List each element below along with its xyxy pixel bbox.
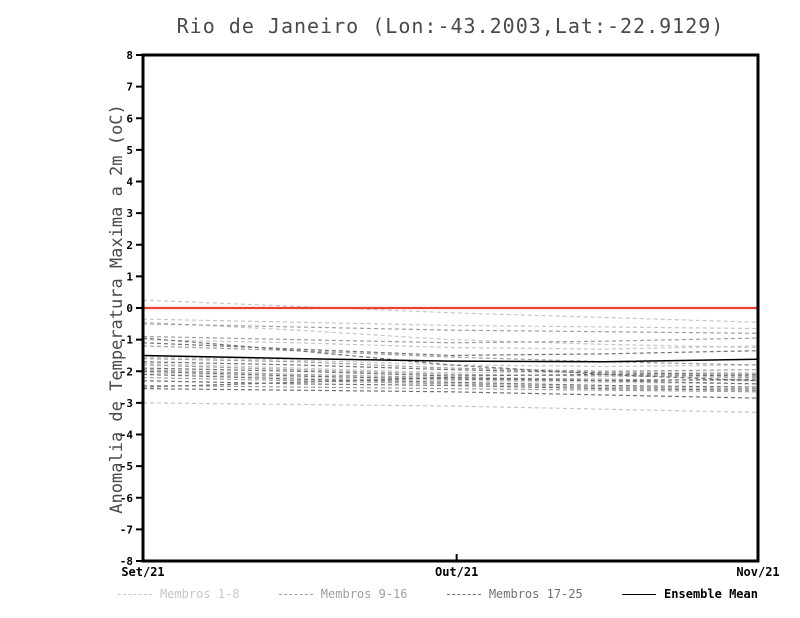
y-tick-label: 6 (126, 112, 133, 125)
ensemble-member-line-group2 (142, 323, 759, 334)
ensemble-member-line-group1 (142, 372, 759, 385)
ensemble-member-line-group1 (142, 299, 759, 323)
legend-item: Membros 1-8 (118, 587, 239, 601)
ensemble-member-line-group1 (142, 362, 759, 374)
ensemble-member-line-group3 (142, 342, 759, 357)
ensemble-member-line-group3 (142, 370, 759, 382)
ensemble-member-line-group3 (142, 361, 759, 376)
ensemble-member-line-group2 (142, 358, 759, 372)
x-tick-label: Set/21 (121, 565, 164, 579)
legend-solid-line-icon (622, 593, 657, 595)
y-tick-label: 4 (126, 176, 133, 189)
y-tick-label: -3 (120, 397, 133, 410)
y-tick-label: 7 (126, 81, 133, 94)
ensemble-member-line-group3 (142, 337, 759, 382)
legend-label: Membros 1-8 (160, 587, 240, 601)
legend-label: Membros 9-16 (320, 587, 408, 601)
y-tick-label: 1 (126, 270, 133, 283)
legend-dashed-line-icon (118, 593, 152, 595)
y-tick-label: -5 (120, 460, 133, 473)
y-tick-label: 2 (126, 239, 133, 252)
x-tick-label: Out/21 (435, 565, 478, 579)
ensemble-member-line-group2 (142, 384, 759, 393)
ensemble-member-line-group1 (142, 402, 759, 413)
legend-item: Membros 9-16 (278, 587, 408, 601)
legend-dashed-line-icon (278, 593, 313, 595)
legend-item: Membros 17-25 (446, 587, 583, 601)
y-tick-label: 5 (126, 144, 133, 157)
ensemble-member-line-group3 (142, 373, 759, 388)
ensemble-member-line-group3 (142, 380, 759, 391)
ensemble-member-line-group1 (142, 318, 759, 330)
ensemble-member-line-group2 (142, 345, 759, 366)
y-tick-label: 8 (126, 49, 133, 62)
ensemble-member-line-group3 (142, 376, 759, 388)
y-tick-label: -4 (120, 429, 134, 442)
y-tick-label: -2 (120, 365, 133, 378)
legend-item: Ensemble Mean (622, 587, 758, 601)
y-tick-label: -6 (120, 492, 134, 505)
y-tick-label: 3 (126, 207, 133, 220)
legend-dashed-line-icon (446, 593, 481, 595)
y-tick-label: 0 (126, 302, 133, 315)
ensemble-member-line-group2 (142, 335, 759, 344)
legend-label: Ensemble Mean (664, 587, 758, 601)
ensemble-member-line-group3 (142, 388, 759, 399)
y-tick-label: -8 (120, 555, 133, 568)
chart-title: Rio de Janeiro (Lon:-43.2003,Lat:-22.912… (176, 14, 725, 38)
ensemble-member-line-group3 (142, 367, 759, 377)
x-tick-label: Nov/21 (736, 565, 779, 579)
legend-label: Membros 17-25 (488, 587, 583, 601)
ensemble-mean-line (142, 354, 759, 363)
ensemble-member-line-group1 (142, 356, 759, 368)
y-tick-label: -7 (120, 523, 133, 536)
ensemble-member-line-group1 (142, 321, 759, 349)
legend: Membros 1-8 Membros 9-16 Membros 17-25 Ense… (118, 584, 758, 604)
ensemble-member-line-group1 (142, 339, 759, 350)
ensemble-member-line-group2 (142, 376, 759, 390)
y-tick-label: -1 (120, 334, 134, 347)
